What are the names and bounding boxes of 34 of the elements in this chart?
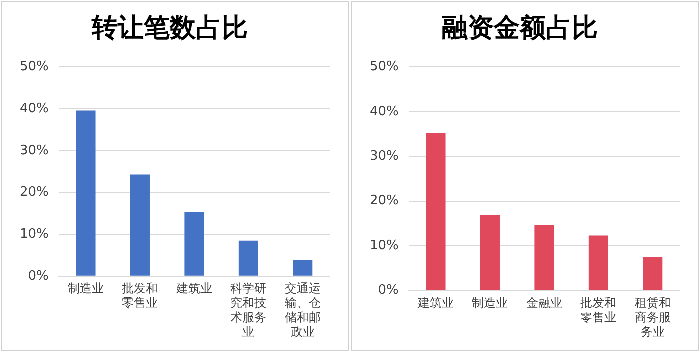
bar [184,212,204,276]
bar [130,174,150,276]
x-tick-label: 科学研究和技术服务业 [230,282,267,339]
y-tick-label: 0% [28,268,49,284]
x-tick-label: 建筑业 [417,296,454,310]
y-tick-label: 40% [370,104,399,120]
y-tick-label: 10% [20,226,49,242]
bar [643,257,663,290]
y-tick-label: 30% [20,143,49,158]
bar [480,215,500,290]
x-tick-label: 批发和零售业 [122,282,158,310]
y-tick-label: 20% [20,185,49,200]
y-tick-label: 20% [370,194,399,209]
chart-title: 融资金额占比 [442,13,598,44]
x-tick-label: 金融业 [526,296,562,310]
y-tick-label: 0% [378,283,399,298]
bar [426,132,446,290]
chart-title: 转让笔数占比 [91,13,248,44]
bar [293,260,313,276]
x-tick-label: 租赁和商务服务业 [634,296,671,339]
x-tick-label: 交通运输、仓储和邮政业 [284,282,321,339]
x-tick-label: 制造业 [68,282,104,296]
bar [76,110,96,276]
y-tick-label: 10% [370,238,399,254]
x-tick-label: 批发和零售业 [580,296,617,325]
x-tick-label: 制造业 [472,296,508,310]
bar [588,236,608,290]
bar [534,225,554,290]
bar [238,240,258,276]
y-tick-label: 50% [20,60,49,75]
y-tick-label: 50% [370,60,399,75]
y-tick-label: 30% [370,149,399,164]
x-tick-label: 建筑业 [175,282,212,296]
y-tick-label: 40% [20,101,49,116]
